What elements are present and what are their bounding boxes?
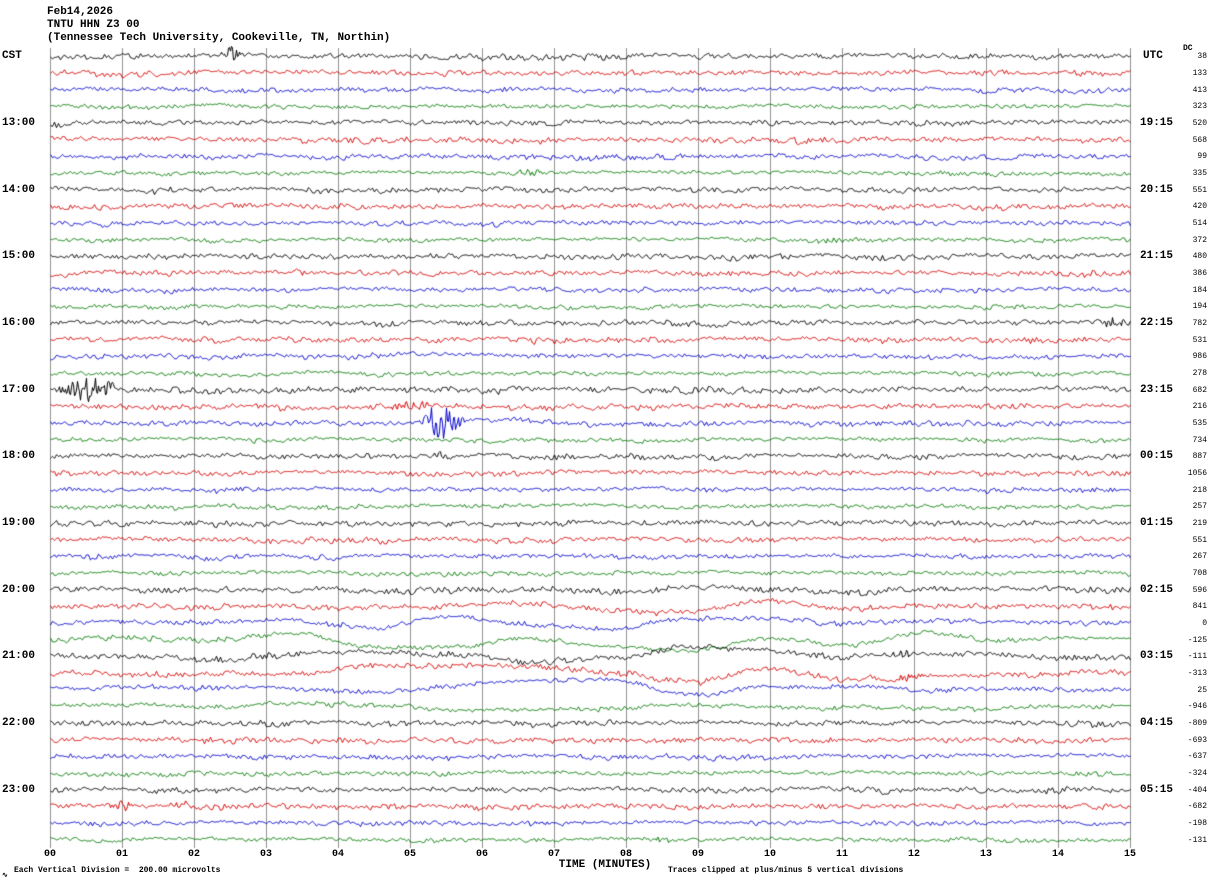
dc-offset-value: 386 xyxy=(1192,269,1207,278)
dc-offset-value: 841 xyxy=(1192,602,1207,611)
dc-offset-value: 551 xyxy=(1192,186,1207,195)
left-timezone-label: CST xyxy=(2,50,22,62)
dc-offset-value: -313 xyxy=(1187,669,1207,678)
x-tick-label: 03 xyxy=(259,849,272,860)
dc-offset-value: -693 xyxy=(1187,736,1207,745)
cst-hour-label: 19:00 xyxy=(2,517,36,529)
dc-offset-value: 531 xyxy=(1192,336,1207,345)
x-tick-label: 10 xyxy=(763,849,776,860)
dc-offset-value: 335 xyxy=(1192,169,1207,178)
dc-offset-value: 682 xyxy=(1192,386,1207,395)
x-tick-label: 12 xyxy=(907,849,920,860)
dc-offset-value: 38 xyxy=(1197,52,1207,61)
x-tick-label: 14 xyxy=(1051,849,1064,860)
dc-offset-value: -809 xyxy=(1187,719,1207,728)
x-tick-label: 09 xyxy=(691,849,704,860)
dc-offset-value: 1056 xyxy=(1187,469,1207,478)
dc-offset-value: 278 xyxy=(1192,369,1207,378)
dc-offset-value: 219 xyxy=(1192,519,1207,528)
utc-hour-label: 03:15 xyxy=(1140,650,1174,662)
x-tick-label: 11 xyxy=(835,849,848,860)
dc-offset-value: 257 xyxy=(1192,502,1207,511)
dc-offset-value: 734 xyxy=(1192,436,1207,445)
utc-hour-label: 22:15 xyxy=(1140,317,1174,329)
x-tick-label: 02 xyxy=(187,849,200,860)
clip-note: Traces clipped at plus/minus 5 vertical … xyxy=(668,866,904,875)
utc-hour-label: 23:15 xyxy=(1140,384,1174,396)
dc-offset-value: 25 xyxy=(1197,686,1207,695)
dc-offset-value: 514 xyxy=(1192,219,1207,228)
dc-offset-value: 420 xyxy=(1192,202,1207,211)
dc-offset-value: -324 xyxy=(1187,769,1207,778)
dc-offset-value: 708 xyxy=(1192,569,1207,578)
dc-offset-value: -198 xyxy=(1187,819,1207,828)
dc-offset-value: 194 xyxy=(1192,302,1207,311)
dc-offset-value: -682 xyxy=(1187,802,1207,811)
x-tick-label: 08 xyxy=(619,849,632,860)
utc-hour-label: 02:15 xyxy=(1140,584,1174,596)
dc-offset-value: -637 xyxy=(1187,752,1207,761)
dc-offset-value: 535 xyxy=(1192,419,1207,428)
cst-hour-label: 22:00 xyxy=(2,717,36,729)
cst-hour-label: 13:00 xyxy=(2,117,36,129)
utc-hour-label: 01:15 xyxy=(1140,517,1174,529)
dc-offset-value: 216 xyxy=(1192,402,1207,411)
utc-hour-label: 04:15 xyxy=(1140,717,1174,729)
cst-hour-label: 14:00 xyxy=(2,184,36,196)
cst-hour-label: 16:00 xyxy=(2,317,36,329)
cst-hour-label: 15:00 xyxy=(2,250,36,262)
dc-offset-value: 323 xyxy=(1192,102,1207,111)
cst-hour-label: 20:00 xyxy=(2,584,36,596)
x-tick-label: 15 xyxy=(1123,849,1136,860)
dc-offset-value: 520 xyxy=(1192,119,1207,128)
dc-offset-value: 184 xyxy=(1192,286,1207,295)
cst-hour-label: 23:00 xyxy=(2,784,36,796)
x-axis-title: TIME (MINUTES) xyxy=(558,859,652,871)
x-tick-label: 00 xyxy=(43,849,56,860)
x-tick-label: 07 xyxy=(547,849,560,860)
x-tick-label: 01 xyxy=(115,849,128,860)
dc-offset-value: -111 xyxy=(1187,652,1207,661)
cst-hour-label: 17:00 xyxy=(2,384,36,396)
dc-offset-value: -125 xyxy=(1187,636,1207,645)
utc-hour-label: 05:15 xyxy=(1140,784,1174,796)
dc-offset-value: 0 xyxy=(1202,619,1207,628)
header-station: TNTU HHN Z3 00 xyxy=(47,19,140,31)
dc-offset-value: 372 xyxy=(1192,236,1207,245)
cst-hour-label: 18:00 xyxy=(2,450,36,462)
utc-hour-label: 21:15 xyxy=(1140,250,1174,262)
corner-squiggle-icon: ∿ xyxy=(2,872,8,880)
x-tick-label: 05 xyxy=(403,849,416,860)
utc-hour-label: 19:15 xyxy=(1140,117,1174,129)
dc-offset-value: 413 xyxy=(1192,86,1207,95)
x-tick-label: 06 xyxy=(475,849,488,860)
dc-offset-value: 986 xyxy=(1192,352,1207,361)
dc-offset-value: 99 xyxy=(1197,152,1207,161)
x-tick-label: 13 xyxy=(979,849,992,860)
dc-offset-value: 782 xyxy=(1192,319,1207,328)
header-date: Feb14,2026 xyxy=(47,6,114,18)
cst-hour-label: 21:00 xyxy=(2,650,36,662)
dc-offset-value: 887 xyxy=(1192,452,1207,461)
dc-offset-value: -404 xyxy=(1187,786,1207,795)
header-location: (Tennessee Tech University, Cookeville, … xyxy=(47,32,391,44)
dc-offset-value: 568 xyxy=(1192,136,1207,145)
utc-hour-label: 00:15 xyxy=(1140,450,1174,462)
dc-offset-value: 218 xyxy=(1192,486,1207,495)
utc-hour-label: 20:15 xyxy=(1140,184,1174,196)
scale-note: Each Vertical Division = 200.00 microvol… xyxy=(14,866,221,875)
dc-offset-value: 596 xyxy=(1192,586,1207,595)
dc-offset-value: -131 xyxy=(1187,836,1207,845)
right-timezone-label: UTC xyxy=(1143,50,1163,62)
dc-offset-value: 133 xyxy=(1192,69,1207,78)
dc-offset-value: 551 xyxy=(1192,536,1207,545)
dc-offset-value: -946 xyxy=(1187,702,1207,711)
dc-offset-value: 480 xyxy=(1192,252,1207,261)
dc-offset-header: DC xyxy=(1183,44,1193,53)
dc-offset-value: 267 xyxy=(1192,552,1207,561)
x-tick-label: 04 xyxy=(331,849,344,860)
